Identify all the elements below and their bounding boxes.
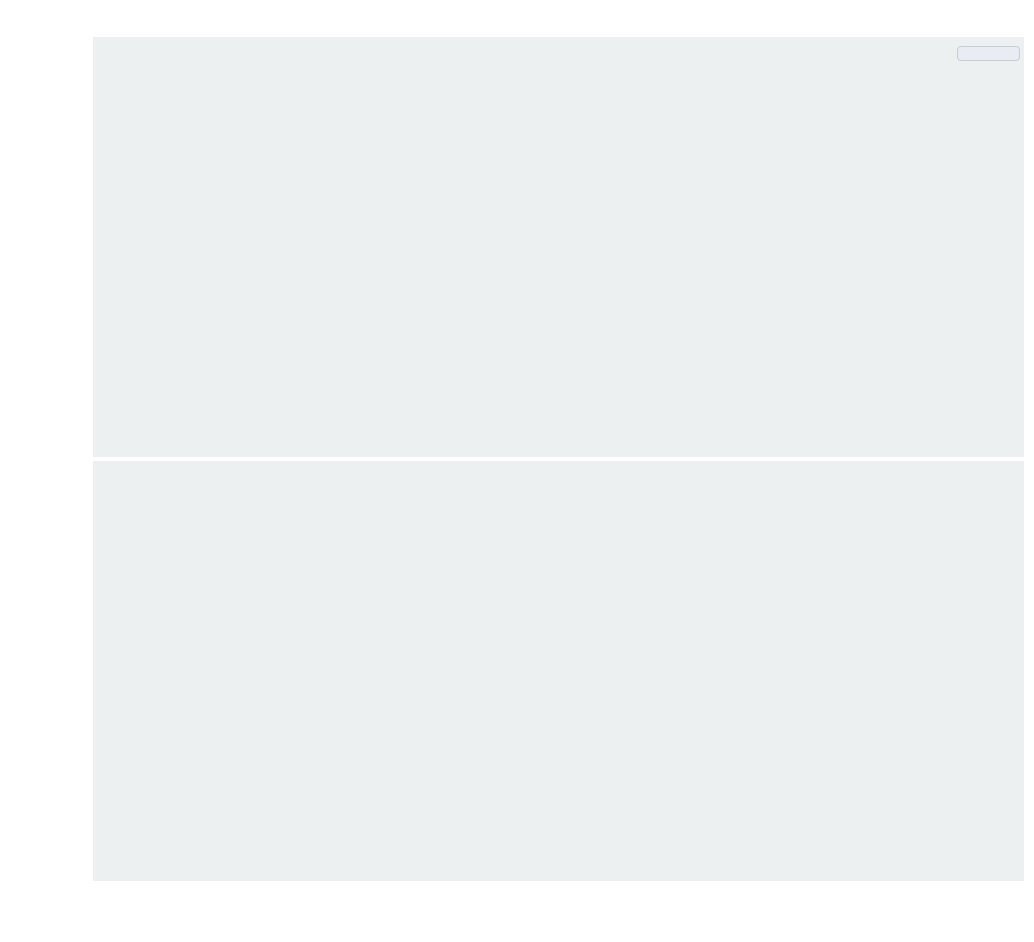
- legend-line-sample: [969, 52, 999, 55]
- bottom-subplot: [93, 461, 1024, 881]
- top-subplot: [93, 37, 1024, 457]
- legend: [957, 46, 1020, 61]
